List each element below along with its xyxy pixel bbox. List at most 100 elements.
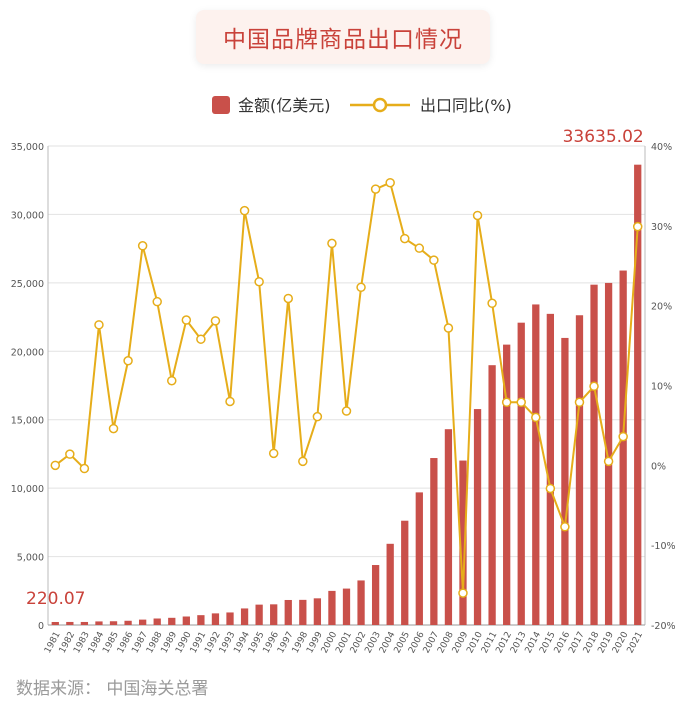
gridlines [48, 145, 645, 626]
yoy-point [108, 423, 119, 434]
bar [270, 604, 278, 625]
bar [386, 543, 394, 625]
yoy-point [443, 323, 454, 333]
y-tick-label: 35,000 [11, 142, 44, 153]
yoy-point [356, 282, 366, 293]
yoy-point [137, 241, 148, 251]
legend-bar-swatch [212, 96, 230, 114]
legend-line-label: 出口同比(%) [420, 96, 512, 115]
bar [313, 598, 322, 625]
yoy-point [487, 298, 497, 309]
data-label: 220.07 [26, 589, 85, 609]
bar [328, 590, 336, 625]
yoy-point [152, 296, 162, 307]
legend-bar-label: 金额(亿美元) [238, 96, 331, 115]
source-note: 数据来源： 中国海关总署 [16, 679, 209, 699]
yoy-point [341, 406, 352, 416]
bars [51, 164, 642, 625]
bar [197, 615, 205, 625]
legend-line-marker [372, 97, 388, 113]
bar [517, 322, 525, 625]
y-axis-left: 0 5,000 10,000 15,000 20,000 25,000 30,000 35,0… [11, 142, 44, 632]
yoy-point [531, 412, 541, 423]
yoy-point [327, 238, 337, 249]
yoy-point [210, 316, 221, 326]
bar [371, 565, 380, 625]
yoy-point [603, 456, 614, 467]
bar [488, 365, 496, 625]
yoy-point [501, 397, 512, 408]
bar [240, 608, 249, 625]
bar [95, 621, 103, 625]
chart-area: 金额(亿美元) 出口同比(%) 0 5,000 10,000 15,000 20,000 25… [11, 96, 676, 655]
bar [561, 337, 569, 625]
bar [284, 599, 292, 625]
bar [153, 618, 161, 625]
bar [51, 621, 59, 625]
bar [80, 621, 89, 625]
yoy-point [472, 210, 483, 221]
data-label: 33635.02 [563, 127, 644, 147]
bar [401, 520, 409, 625]
y-tick-label: 15,000 [11, 416, 44, 427]
yoy-point [545, 483, 556, 494]
yoy-point [618, 431, 628, 442]
y2-tick-label: 10% [651, 382, 672, 393]
bar [604, 282, 613, 625]
bar [430, 458, 438, 625]
yoy-point [268, 448, 279, 459]
bar [546, 313, 554, 625]
yoy-point [65, 449, 75, 459]
yoy-point [589, 381, 599, 392]
yoy-line [50, 177, 643, 598]
y2-tick-label: 30% [651, 222, 672, 233]
chart-title: 中国品牌商品出口情况 [223, 27, 463, 53]
yoy-point [196, 334, 206, 344]
yoy-point [414, 243, 425, 253]
chart-title-box: 中国品牌商品出口情况 [196, 10, 490, 64]
bar [619, 270, 627, 625]
annotations: 220.07 33635.02 [26, 127, 644, 609]
yoy-point [370, 184, 381, 194]
y2-tick-label: -20% [651, 621, 676, 632]
y-tick-label: 5,000 [17, 553, 44, 564]
yoy-point [632, 221, 643, 232]
yoy-point [225, 396, 235, 407]
bar [255, 604, 263, 625]
yoy-point [574, 397, 585, 408]
bar [459, 460, 467, 625]
yoy-point [516, 397, 526, 408]
yoy-point [123, 356, 133, 366]
y-tick-label: 20,000 [11, 347, 44, 358]
y2-tick-label: -10% [651, 541, 676, 552]
yoy-point [283, 293, 294, 304]
yoy-point [79, 463, 90, 474]
bar [634, 164, 642, 625]
yoy-point [385, 177, 395, 188]
bar [109, 621, 118, 625]
bar [575, 315, 584, 625]
bar [124, 620, 132, 625]
y2-tick-label: 20% [651, 302, 672, 313]
bar [211, 613, 220, 625]
bar [532, 304, 540, 625]
yoy-point [94, 320, 104, 330]
yoy-point [399, 233, 410, 244]
legend: 金额(亿美元) 出口同比(%) [212, 96, 512, 115]
bar [473, 409, 482, 625]
bar [357, 580, 365, 625]
bar [415, 492, 423, 625]
bar [226, 612, 234, 625]
yoy-point [181, 315, 192, 325]
y-tick-label: 30,000 [11, 210, 44, 221]
bar [503, 344, 511, 625]
y-axis-right: -20% -10% 0% 10% 20% 30% 40% [651, 142, 676, 632]
yoy-point [50, 460, 61, 471]
bar [444, 429, 453, 625]
y-tick-label: 10,000 [11, 484, 44, 495]
y-tick-label: 0 [38, 621, 44, 632]
yoy-point [560, 522, 570, 532]
yoy-point [254, 276, 264, 287]
yoy-point [298, 456, 308, 467]
yoy-point [429, 255, 439, 265]
